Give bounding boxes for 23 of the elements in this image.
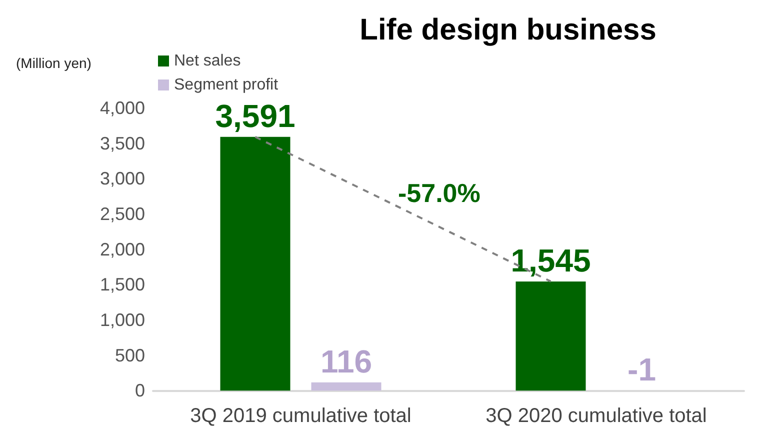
data-label: -1	[628, 352, 656, 388]
chart-title: Life design business	[360, 14, 656, 46]
legend-label: Net sales	[174, 52, 241, 70]
bar	[220, 136, 290, 391]
data-label: 3,591	[215, 98, 296, 134]
bar	[516, 281, 586, 391]
y-tick-label: 1,500	[100, 274, 145, 295]
y-tick-label: 3,000	[100, 168, 145, 189]
data-label: 1,545	[510, 242, 591, 278]
annotation: -57.0%	[398, 178, 480, 208]
y-tick-label: 3,500	[100, 133, 145, 154]
data-label: 116	[320, 343, 372, 380]
y-tick-label: 500	[114, 345, 145, 366]
x-tick-label: 3Q 2020 cumulative total	[486, 405, 707, 427]
y-tick-label: 2,500	[100, 204, 145, 224]
y-tick-label: 0	[134, 380, 145, 401]
y-tick-label: 2,000	[100, 239, 145, 260]
y-axis-title: (Million yen)	[16, 55, 92, 71]
legend-label: Segment profit	[174, 76, 279, 94]
bar	[311, 382, 382, 391]
y-tick-label: 4,000	[100, 98, 145, 118]
x-tick-label: 3Q 2019 cumulative total	[190, 405, 412, 427]
y-tick-label: 1,000	[100, 310, 145, 330]
